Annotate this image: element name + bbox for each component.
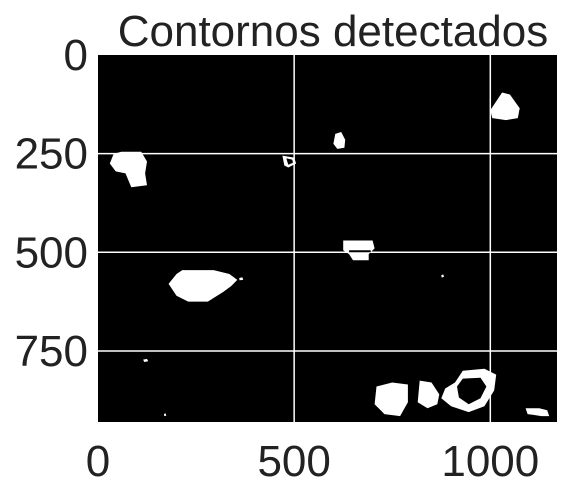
image-area (98, 55, 557, 422)
contour-blob-14 (239, 277, 244, 281)
grid-lines (98, 55, 557, 422)
contour-blob-11 (441, 274, 444, 278)
contour-blob-8 (417, 380, 440, 409)
contour-blob-13 (163, 413, 167, 417)
image-background (98, 55, 557, 422)
x-tick-label-2: 1000 (441, 437, 539, 486)
y-tick-label-1: 250 (15, 130, 88, 179)
contour-hole-blob-2 (286, 158, 293, 165)
contour-hole-blob-9 (457, 377, 487, 405)
x-tick-label-1: 500 (257, 437, 330, 486)
detected-contours (109, 92, 550, 417)
figure-title: Contornos detectados (118, 7, 549, 56)
x-tick-label-0: 0 (86, 437, 110, 486)
contour-blob-1 (109, 151, 147, 188)
y-tick-label-2: 500 (15, 228, 88, 277)
contour-blob-3 (333, 132, 346, 149)
y-tick-labels: 0 250 500 750 (15, 31, 88, 376)
contour-hole-blob-5 (349, 250, 371, 253)
contour-blob-10 (525, 408, 550, 417)
y-tick-label-3: 750 (15, 327, 88, 376)
contour-blob-4 (490, 92, 520, 121)
y-tick-label-0: 0 (64, 31, 88, 80)
contour-blob-7 (374, 382, 408, 417)
contour-blob-12 (143, 358, 149, 362)
contour-blob-6 (168, 270, 238, 302)
x-tick-labels: 0 500 1000 (86, 437, 539, 486)
